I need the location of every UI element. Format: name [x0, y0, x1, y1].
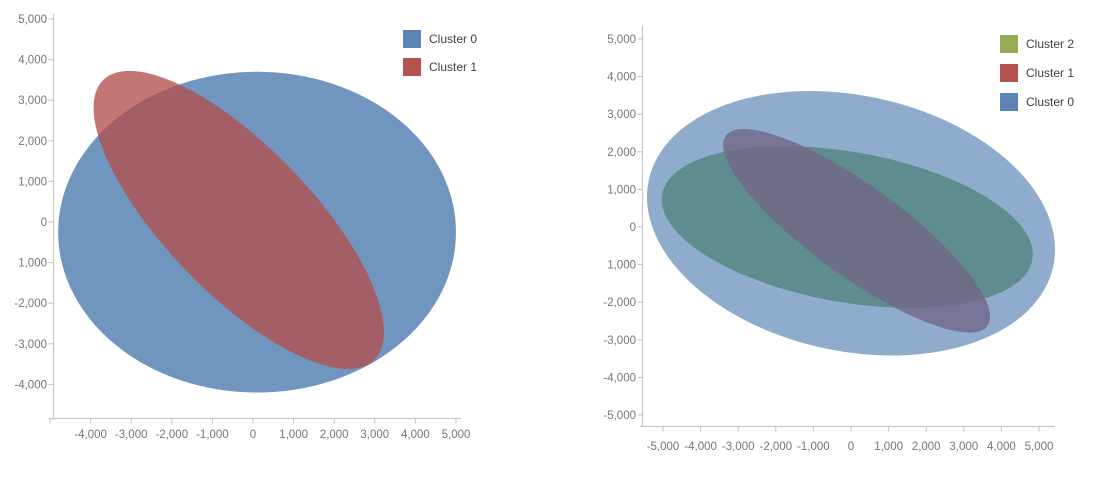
chart-left: -4,000 -3,000 -2,000 -1,000 0 1,000 2,000 3,000… [14, 14, 470, 441]
x-tick-label: -1,000 [196, 429, 229, 441]
y-tick-label: 4,000 [18, 55, 47, 67]
x-tick-label: 0 [848, 441, 854, 453]
legend-label: Cluster 1 [1026, 66, 1075, 80]
y-tick-label: 2,000 [18, 136, 47, 148]
y-tick-label: -2,000 [603, 297, 636, 309]
legend-label: Cluster 1 [429, 60, 478, 74]
legend-label: Cluster 2 [1026, 37, 1075, 51]
x-tick-label: 3,000 [360, 429, 389, 441]
legend-label: Cluster 0 [1026, 95, 1075, 109]
legend-swatch-cluster-0 [403, 30, 421, 48]
x-tick-label: 1,000 [874, 441, 903, 453]
y-tick-label: 1,000 [607, 184, 636, 196]
y-tick-label: -3,000 [603, 335, 636, 347]
legend-swatch-cluster-1 [403, 58, 421, 76]
x-tick-label: 5,000 [442, 429, 471, 441]
x-tick-label: -3,000 [722, 441, 755, 453]
x-tick-label: 2,000 [912, 441, 941, 453]
x-tick-label: -5,000 [647, 441, 680, 453]
x-tick-label: 5,000 [1025, 441, 1054, 453]
legend-item-cluster-1[interactable]: Cluster 1 [403, 58, 477, 76]
y-tick-label: 4,000 [607, 72, 636, 84]
x-tick-label: 4,000 [401, 429, 430, 441]
y-tick-label: 3,000 [18, 95, 47, 107]
x-tick-label: -4,000 [74, 429, 107, 441]
legend-label: Cluster 0 [429, 32, 478, 46]
legend-right-chart: Cluster 2 Cluster 1 Cluster 0 [1000, 35, 1074, 111]
legend-item-cluster-2[interactable]: Cluster 2 [1000, 35, 1074, 53]
x-tick-label: 1,000 [279, 429, 308, 441]
y-tick-label: 1,000 [18, 176, 47, 188]
y-tick-label: 5,000 [18, 14, 47, 26]
legend-swatch-cluster-2 [1000, 35, 1018, 53]
y-tick-label: -2,000 [14, 298, 47, 310]
x-tick-label: 3,000 [949, 441, 978, 453]
y-tick-label: 1,000 [18, 258, 47, 270]
legend-item-cluster-0[interactable]: Cluster 0 [1000, 93, 1074, 111]
x-tick-label: -2,000 [759, 441, 792, 453]
cluster-ellipse-cluster-1 [93, 70, 385, 370]
y-tick-label: -4,000 [14, 379, 47, 391]
x-tick-label: -1,000 [797, 441, 830, 453]
y-tick-label: 0 [41, 217, 47, 229]
legend-left-chart: Cluster 0 Cluster 1 [403, 30, 477, 76]
y-tick-label: -4,000 [603, 372, 636, 384]
y-tick-label: 2,000 [607, 147, 636, 159]
y-tick-label: 1,000 [607, 260, 636, 272]
y-tick-label: 5,000 [607, 34, 636, 46]
y-tick-label: 3,000 [607, 109, 636, 121]
x-tick-label: -3,000 [115, 429, 148, 441]
x-tick-label: -2,000 [155, 429, 188, 441]
legend-item-cluster-1[interactable]: Cluster 1 [1000, 64, 1074, 82]
y-tick-label: -5,000 [603, 410, 636, 422]
legend-swatch-cluster-0 [1000, 93, 1018, 111]
legend-swatch-cluster-1 [1000, 64, 1018, 82]
legend-item-cluster-0[interactable]: Cluster 0 [403, 30, 477, 48]
cluster-ellipse-cluster-0 [646, 91, 1056, 356]
x-tick-label: -4,000 [684, 441, 717, 453]
x-tick-label: 0 [250, 429, 256, 441]
y-tick-label: -3,000 [14, 339, 47, 351]
x-tick-label: 2,000 [320, 429, 349, 441]
y-tick-label: 0 [630, 222, 636, 234]
x-tick-label: 4,000 [987, 441, 1016, 453]
chart-right: -5,000 -4,000 -3,000 -2,000 -1,000 0 1,000 2,00… [603, 26, 1056, 453]
